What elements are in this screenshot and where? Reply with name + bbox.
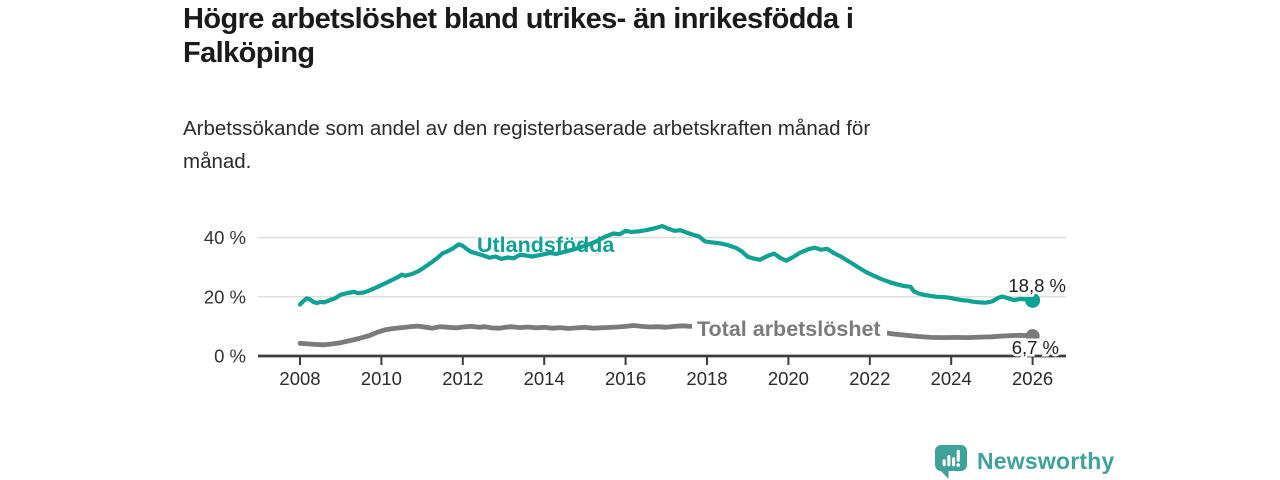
y-axis-tick-label: 40 % <box>204 227 246 248</box>
x-axis-tick-label: 2020 <box>768 368 809 389</box>
y-axis-tick-label: 20 % <box>204 286 246 307</box>
series-line-total-arbetsloshet <box>297 323 1035 348</box>
series-label-total-arbetsloshet: Total arbetslöshet <box>697 317 881 341</box>
series-line-utlandsfodda <box>297 224 1035 307</box>
bar-chart-speech-bubble-icon <box>935 445 967 479</box>
x-axis-tick-label: 2022 <box>849 368 890 389</box>
chart-title: Högre arbetslöshet bland utrikes- än inr… <box>183 3 854 69</box>
latest-value-label-total: 6,7 % <box>1012 337 1059 358</box>
x-axis-tick-label: 2018 <box>686 368 727 389</box>
series-label-mask <box>692 314 887 340</box>
y-axis-tick-label: 0 % <box>214 346 246 367</box>
newsworthy-wordmark: Newsworthy <box>977 448 1115 474</box>
x-axis-tick-label: 2012 <box>442 368 483 389</box>
series-end-dot-utlandsfodda <box>1025 292 1041 308</box>
chart-subtitle: Arbetssökande som andel av den registerb… <box>183 117 871 173</box>
x-axis-tick-label: 2016 <box>605 368 646 389</box>
x-axis-tick-label: 2024 <box>931 368 972 389</box>
x-axis-tick-label: 2014 <box>524 368 565 389</box>
x-axis-tick-label: 2010 <box>361 368 402 389</box>
x-axis-tick-label: 2008 <box>279 368 320 389</box>
series-end-dot-total <box>1025 329 1040 344</box>
newsworthy-logo: Newsworthy <box>934 444 1114 480</box>
x-axis-tick-label: 2026 <box>1012 368 1053 389</box>
latest-value-label-utlandsfodda: 18,8 % <box>1008 275 1066 296</box>
